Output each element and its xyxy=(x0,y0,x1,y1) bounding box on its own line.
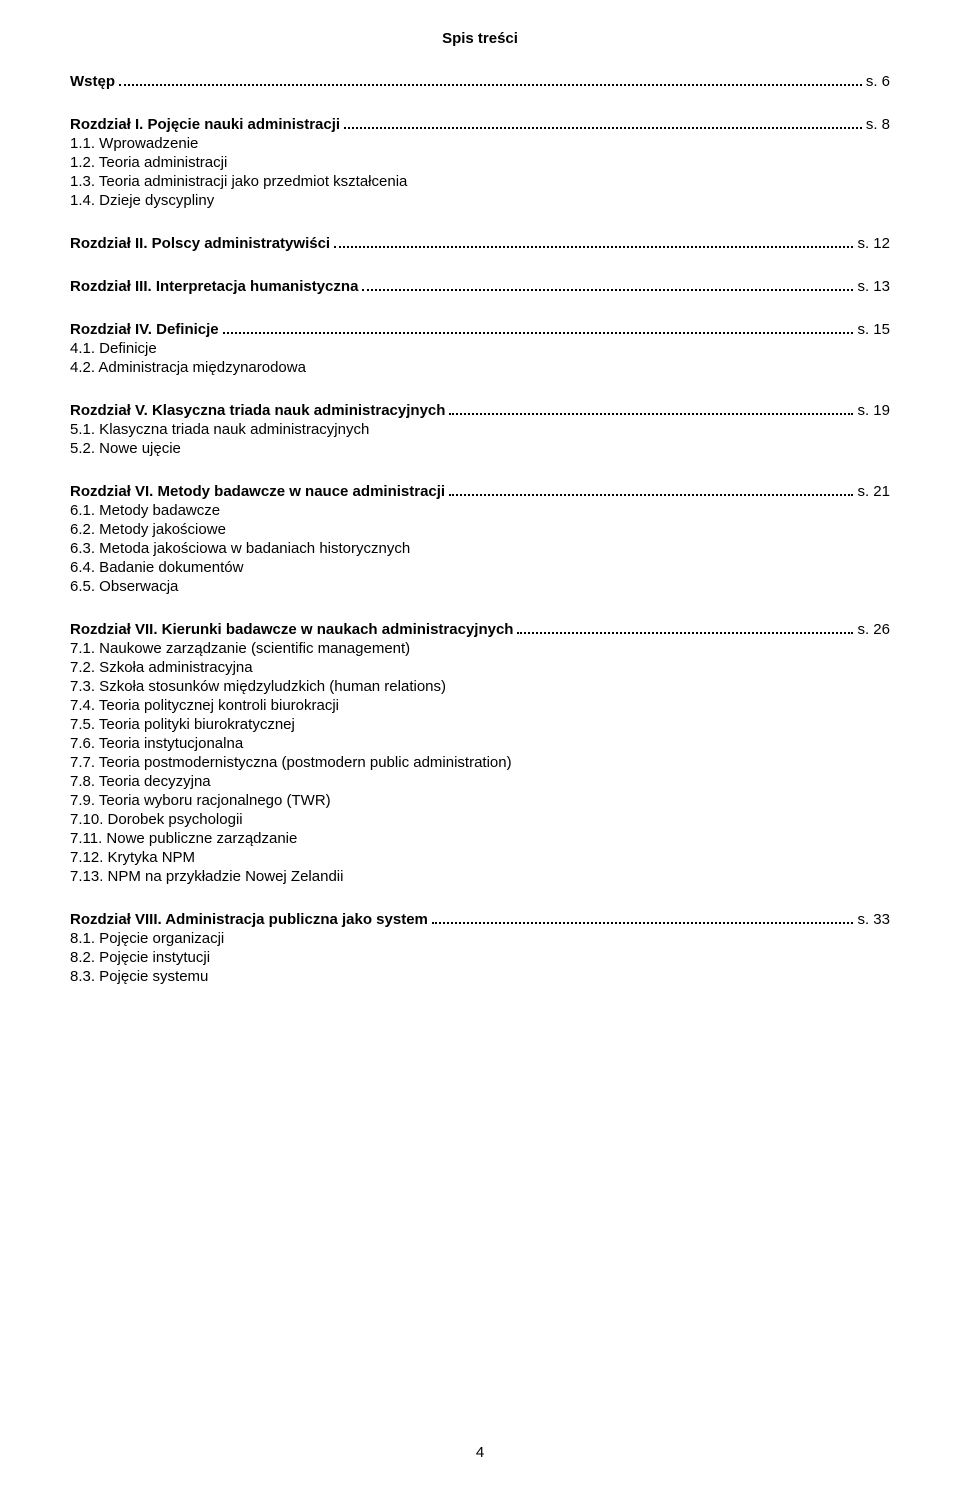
toc-section: Rozdział IV. Definicje s. 15 4.1. Definicj… xyxy=(70,321,890,376)
toc-heading-bold: Wstęp xyxy=(70,73,115,90)
toc-sub-item: 1.2. Teoria administracji xyxy=(70,154,890,171)
toc-heading-label: Rozdział VI. Metody badawcze w nauce adm… xyxy=(70,483,445,500)
toc-sub-item: 6.3. Metoda jakościowa w badaniach histo… xyxy=(70,540,890,557)
toc-heading-bold: Rozdział VIII. Administracja publiczna j… xyxy=(70,911,428,928)
toc-heading-label: Rozdział V. Klasyczna triada nauk admini… xyxy=(70,402,445,419)
toc-sub-item: 1.3. Teoria administracji jako przedmiot… xyxy=(70,173,890,190)
toc-heading-bold: Rozdział II. Polscy administratywiści xyxy=(70,235,330,252)
toc-heading-line: Rozdział III. Interpretacja humanistyczn… xyxy=(70,278,890,295)
dot-leader xyxy=(119,75,862,86)
toc-heading-label: Wstęp xyxy=(70,73,115,90)
toc-sub-item: 8.2. Pojęcie instytucji xyxy=(70,949,890,966)
toc-page-ref: s. 19 xyxy=(857,402,890,419)
toc-heading-bold: Rozdział VI. Metody badawcze w nauce adm… xyxy=(70,483,445,500)
toc-sub-item: 4.1. Definicje xyxy=(70,340,890,357)
toc-page-ref: s. 12 xyxy=(857,235,890,252)
toc-sub-item: 7.7. Teoria postmodernistyczna (postmode… xyxy=(70,754,890,771)
toc-heading-line: Rozdział I. Pojęcie nauki administracji s… xyxy=(70,116,890,133)
toc-sub-item: 5.1. Klasyczna triada nauk administracyj… xyxy=(70,421,890,438)
toc-page-ref: s. 21 xyxy=(857,483,890,500)
toc-sub-item: 7.10. Dorobek psychologii xyxy=(70,811,890,828)
toc-page-ref: s. 15 xyxy=(857,321,890,338)
toc-heading-label: Rozdział VIII. Administracja publiczna j… xyxy=(70,911,428,928)
toc-sub-item: 7.5. Teoria polityki biurokratycznej xyxy=(70,716,890,733)
toc-section: Rozdział VI. Metody badawcze w nauce adm… xyxy=(70,483,890,595)
toc-page-ref: s. 6 xyxy=(866,73,890,90)
toc-section: Rozdział III. Interpretacja humanistyczn… xyxy=(70,278,890,295)
toc-sub-item: 8.3. Pojęcie systemu xyxy=(70,968,890,985)
toc-section: Rozdział I. Pojęcie nauki administracji s… xyxy=(70,116,890,209)
toc-sub-item: 6.4. Badanie dokumentów xyxy=(70,559,890,576)
toc-heading-line: Rozdział VII. Kierunki badawcze w naukac… xyxy=(70,621,890,638)
toc-heading-label: Rozdział VII. Kierunki badawcze w naukac… xyxy=(70,621,513,638)
dot-leader xyxy=(449,404,853,415)
toc-sub-item: 6.2. Metody jakościowe xyxy=(70,521,890,538)
dot-leader xyxy=(344,118,862,129)
toc-section: Rozdział V. Klasyczna triada nauk admini… xyxy=(70,402,890,457)
dot-leader xyxy=(449,485,853,496)
dot-leader xyxy=(432,913,854,924)
toc-sub-item: 7.6. Teoria instytucjonalna xyxy=(70,735,890,752)
toc-heading-label: Rozdział II. Polscy administratywiści xyxy=(70,235,330,252)
toc-sub-item: 7.4. Teoria politycznej kontroli biurokr… xyxy=(70,697,890,714)
toc-section: Rozdział VIII. Administracja publiczna j… xyxy=(70,911,890,985)
toc-sub-item: 1.1. Wprowadzenie xyxy=(70,135,890,152)
toc-heading-line: Rozdział II. Polscy administratywiści s. … xyxy=(70,235,890,252)
toc-page-ref: s. 33 xyxy=(857,911,890,928)
toc-sub-item: 8.1. Pojęcie organizacji xyxy=(70,930,890,947)
toc-heading-label: Rozdział I. Pojęcie nauki administracji xyxy=(70,116,340,133)
toc-heading-line: Rozdział VIII. Administracja publiczna j… xyxy=(70,911,890,928)
page-title: Spis treści xyxy=(70,30,890,47)
dot-leader xyxy=(362,280,853,291)
table-of-contents: Wstęp s. 6 Rozdział I. Pojęcie nauki admin… xyxy=(70,73,890,985)
toc-sub-item: 7.8. Teoria decyzyjna xyxy=(70,773,890,790)
toc-heading-line: Rozdział IV. Definicje s. 15 xyxy=(70,321,890,338)
toc-sub-item: 6.1. Metody badawcze xyxy=(70,502,890,519)
toc-sub-item: 7.9. Teoria wyboru racjonalnego (TWR) xyxy=(70,792,890,809)
dot-leader xyxy=(223,323,854,334)
toc-sub-item: 7.2. Szkoła administracyjna xyxy=(70,659,890,676)
toc-sub-item: 5.2. Nowe ujęcie xyxy=(70,440,890,457)
toc-heading-bold: Rozdział I. Pojęcie nauki administracji xyxy=(70,116,340,133)
toc-sub-item: 7.11. Nowe publiczne zarządzanie xyxy=(70,830,890,847)
toc-sub-item: 7.3. Szkoła stosunków międzyludzkich (hu… xyxy=(70,678,890,695)
toc-section: Rozdział II. Polscy administratywiści s. … xyxy=(70,235,890,252)
toc-sub-item: 7.13. NPM na przykładzie Nowej Zelandii xyxy=(70,868,890,885)
toc-sub-item: 6.5. Obserwacja xyxy=(70,578,890,595)
toc-heading-line: Rozdział V. Klasyczna triada nauk admini… xyxy=(70,402,890,419)
toc-section: Rozdział VII. Kierunki badawcze w naukac… xyxy=(70,621,890,885)
toc-sub-item: 7.1. Naukowe zarządzanie (scientific man… xyxy=(70,640,890,657)
toc-sub-item: 7.12. Krytyka NPM xyxy=(70,849,890,866)
page-number: 4 xyxy=(0,1444,960,1461)
toc-heading-label: Rozdział III. Interpretacja humanistyczn… xyxy=(70,278,358,295)
toc-sub-item: 1.4. Dzieje dyscypliny xyxy=(70,192,890,209)
toc-page-ref: s. 13 xyxy=(857,278,890,295)
toc-heading-line: Wstęp s. 6 xyxy=(70,73,890,90)
toc-section: Wstęp s. 6 xyxy=(70,73,890,90)
toc-heading-bold: Rozdział IV. Definicje xyxy=(70,321,219,338)
dot-leader xyxy=(334,237,853,248)
dot-leader xyxy=(517,623,853,634)
toc-sub-item: 4.2. Administracja międzynarodowa xyxy=(70,359,890,376)
toc-heading-line: Rozdział VI. Metody badawcze w nauce adm… xyxy=(70,483,890,500)
toc-heading-label: Rozdział IV. Definicje xyxy=(70,321,219,338)
toc-heading-bold: Rozdział V. Klasyczna triada nauk admini… xyxy=(70,402,445,419)
toc-page-ref: s. 26 xyxy=(857,621,890,638)
toc-page-ref: s. 8 xyxy=(866,116,890,133)
toc-heading-bold: Rozdział III. Interpretacja humanistyczn… xyxy=(70,278,358,295)
toc-heading-bold: Rozdział VII. Kierunki badawcze w naukac… xyxy=(70,621,513,638)
